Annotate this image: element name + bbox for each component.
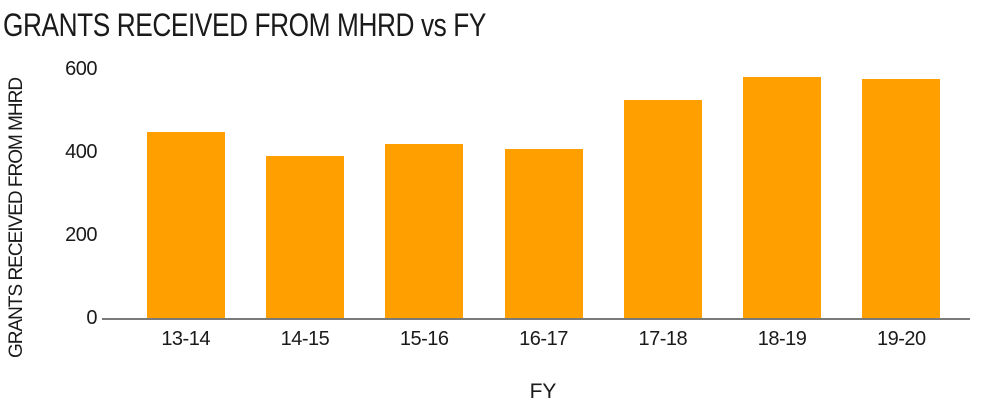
x-tick-label: 16-17 <box>519 328 568 350</box>
x-tick-label: 14-15 <box>280 328 330 350</box>
y-axis-label: GRANTS RECEIVED FROM MHRD <box>6 77 27 358</box>
x-tick-label: 17-18 <box>638 328 688 350</box>
y-tick-label: 400 <box>65 141 97 163</box>
chart-title: GRANTS RECEIVED FROM MHRD vs FY <box>3 7 486 43</box>
y-tick-label: 200 <box>65 224 97 246</box>
bar-19-20 <box>862 79 941 318</box>
bar-17-18 <box>623 100 702 318</box>
x-tick-label: 15-16 <box>399 328 449 350</box>
x-tick-label: 13-14 <box>161 328 210 350</box>
bar-18-19 <box>743 77 822 318</box>
y-tick-label: 600 <box>65 58 97 80</box>
x-axis-line <box>102 318 970 320</box>
y-tick-label: 0 <box>86 307 97 329</box>
bar-14-15 <box>265 156 344 318</box>
x-tick-label: 19-20 <box>877 328 926 350</box>
bar-16-17 <box>504 149 583 318</box>
x-axis-title: FY <box>529 380 557 403</box>
x-tick-label: 18-19 <box>757 328 807 350</box>
bar-15-16 <box>385 143 464 318</box>
bar-13-14 <box>146 132 225 318</box>
